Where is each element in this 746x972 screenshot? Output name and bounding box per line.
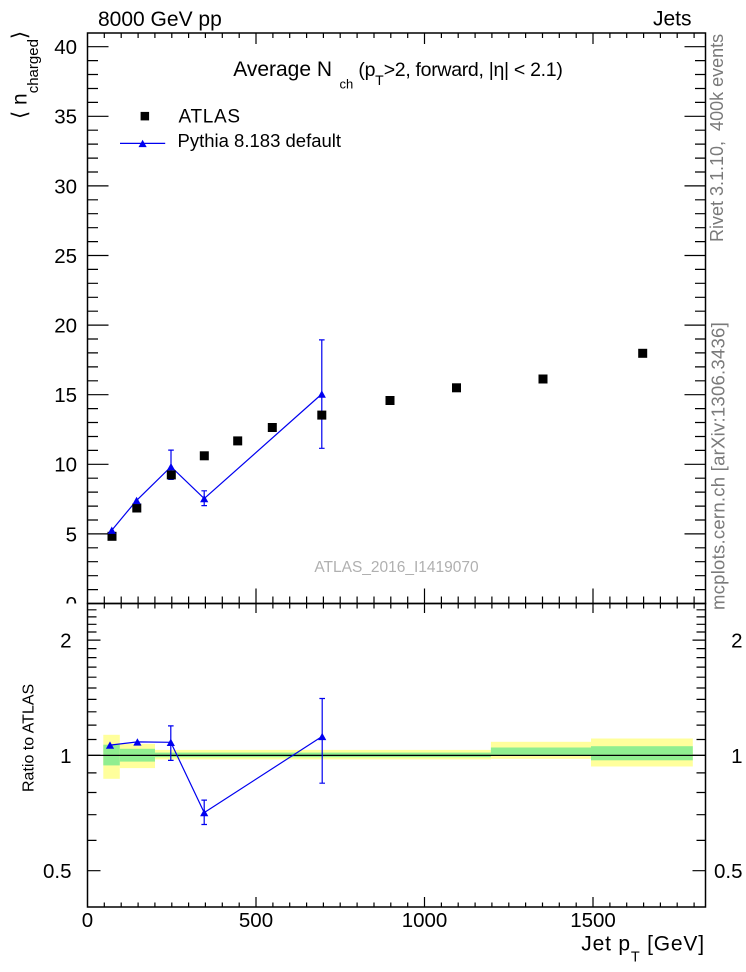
- svg-text:5: 5: [66, 523, 77, 546]
- svg-text:15: 15: [54, 384, 77, 407]
- svg-text:40: 40: [54, 36, 77, 59]
- svg-text:0: 0: [66, 593, 77, 616]
- svg-text:20: 20: [54, 315, 77, 338]
- svg-text:2: 2: [731, 630, 742, 653]
- svg-text:0: 0: [82, 909, 93, 932]
- svg-text:1: 1: [731, 745, 742, 768]
- svg-text:Pythia 8.183 default: Pythia 8.183 default: [178, 130, 342, 151]
- svg-text:0.5: 0.5: [714, 860, 743, 883]
- svg-text:ATLAS_2016_I1419070: ATLAS_2016_I1419070: [314, 559, 479, 576]
- svg-text:1500: 1500: [570, 909, 616, 932]
- svg-text:500: 500: [239, 909, 273, 932]
- svg-text:10: 10: [54, 454, 77, 477]
- svg-text:30: 30: [54, 175, 77, 198]
- svg-text:8000 GeV pp: 8000 GeV pp: [98, 8, 222, 31]
- svg-text:Jets: Jets: [653, 8, 692, 31]
- svg-text:1000: 1000: [402, 909, 448, 932]
- svg-text:Ratio to ATLAS: Ratio to ATLAS: [21, 684, 38, 792]
- svg-text:ATLAS: ATLAS: [179, 106, 241, 127]
- svg-text:0.5: 0.5: [43, 860, 72, 883]
- svg-text:35: 35: [54, 106, 77, 129]
- svg-text:25: 25: [54, 245, 77, 268]
- svg-text:mcplots.cern.ch [arXiv:1306.34: mcplots.cern.ch [arXiv:1306.3436]: [708, 322, 729, 610]
- svg-text:1: 1: [60, 745, 71, 768]
- svg-text:2: 2: [60, 630, 71, 653]
- svg-text:Rivet 3.1.10, 400k events: Rivet 3.1.10, 400k events: [707, 34, 727, 242]
